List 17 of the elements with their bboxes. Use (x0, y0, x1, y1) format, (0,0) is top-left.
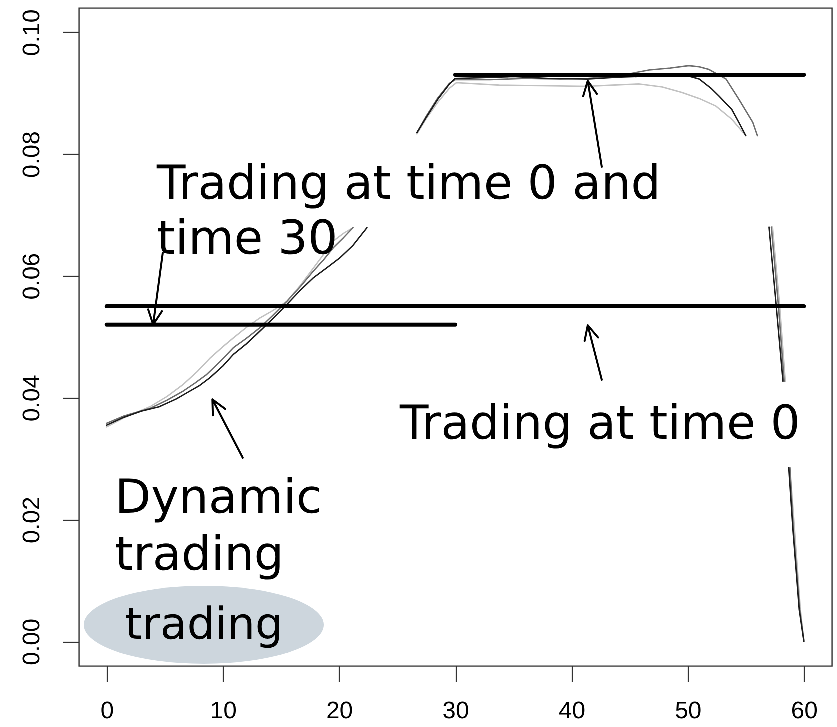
annotation: Trading at time 0 and time 30 (157, 156, 661, 266)
x-tick-label: 20 (326, 698, 354, 724)
annotation: Trading at time 0 (400, 396, 801, 451)
annotation: Dynamic trading (115, 469, 322, 583)
x-tick-label: 30 (442, 698, 470, 724)
y-tick-label: 0.08 (18, 131, 46, 178)
x-tick-label: 50 (675, 698, 702, 724)
y-tick-label: 0.04 (18, 375, 46, 422)
annotation: trading (125, 599, 284, 651)
y-tick-label: 0.10 (18, 10, 46, 56)
y-tick-label: 0.00 (18, 618, 46, 666)
x-tick-label: 10 (210, 698, 237, 724)
y-tick-label: 0.02 (18, 496, 46, 544)
x-tick-label: 0 (100, 698, 114, 724)
y-tick-label: 0.06 (18, 253, 46, 300)
x-tick-label: 40 (558, 698, 586, 724)
x-tick-label: 60 (791, 698, 818, 724)
